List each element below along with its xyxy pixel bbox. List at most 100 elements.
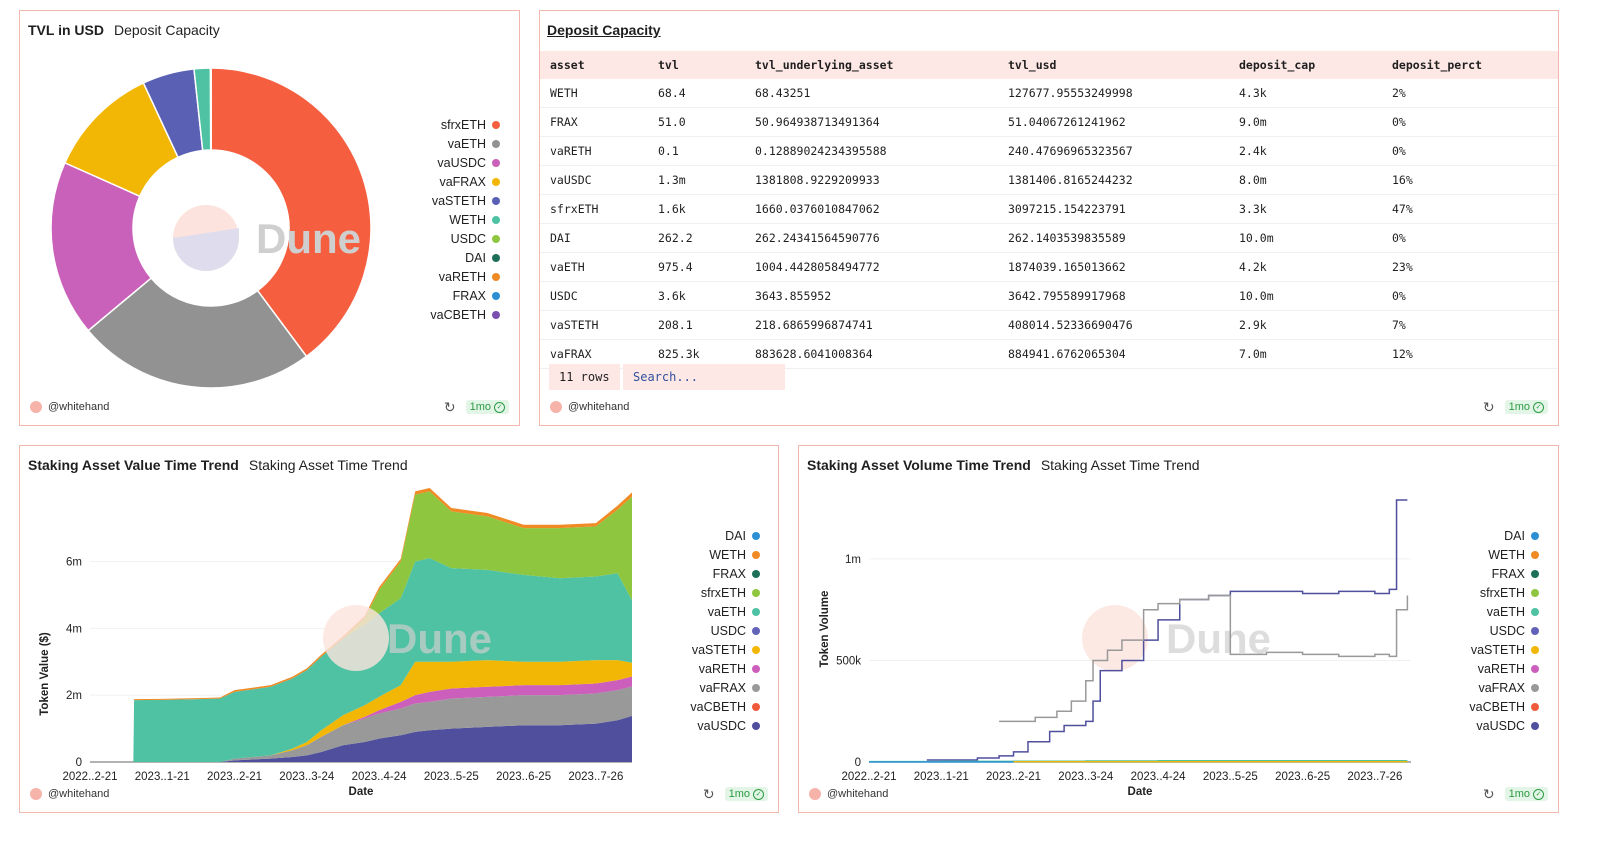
cell-deposit-cap: 7.0m <box>1229 339 1382 369</box>
legend-label: sfrxETH <box>700 585 746 600</box>
volume-footer-user[interactable]: @whitehand <box>809 788 888 800</box>
volume-trend-card: Staking Asset Volume Time Trend Staking A… <box>798 445 1559 813</box>
refresh-icon[interactable]: ↻ <box>1482 399 1495 415</box>
legend-item-vafrax[interactable]: vaFRAX <box>1439 678 1539 697</box>
line-vausdc[interactable] <box>926 499 1408 761</box>
deposit-footer-user[interactable]: @whitehand <box>550 401 629 413</box>
legend-label: WETH <box>1488 547 1525 562</box>
y-tick-label: 0 <box>855 757 861 769</box>
legend-item-vasteth[interactable]: vaSTETH <box>380 191 500 210</box>
legend-swatch <box>752 683 760 692</box>
legend-item-sfrxeth[interactable]: sfrxETH <box>380 115 500 134</box>
pie-slice-vaeth[interactable] <box>87 276 308 389</box>
table-row[interactable]: sfrxETH 1.6k 1660.0376010847062 3097215.154… <box>540 194 1558 224</box>
col-deposit-perct[interactable]: deposit_perct <box>1382 51 1558 79</box>
legend-item-vausdc[interactable]: vaUSDC <box>380 153 500 172</box>
col-deposit-cap[interactable]: deposit_cap <box>1229 51 1382 79</box>
legend-item-vasteth[interactable]: vaSTETH <box>1439 640 1539 659</box>
x-tick-label: 2023..4-24 <box>352 771 408 783</box>
legend-item-vaeth[interactable]: vaETH <box>380 134 500 153</box>
legend-swatch <box>492 196 500 205</box>
legend-item-vareth[interactable]: vaRETH <box>660 659 760 678</box>
cell-tvl-underlying-asset: 218.6865996874741 <box>745 310 998 340</box>
legend-item-vacbeth[interactable]: vaCBETH <box>660 697 760 716</box>
table-row[interactable]: vaUSDC 1.3m 1381808.9229209933 1381406.8165… <box>540 165 1558 195</box>
legend-item-vacbeth[interactable]: vaCBETH <box>380 305 500 324</box>
legend-item-frax[interactable]: FRAX <box>660 564 760 583</box>
legend-item-frax[interactable]: FRAX <box>1439 564 1539 583</box>
legend-item-vareth[interactable]: vaRETH <box>1439 659 1539 678</box>
legend-item-weth[interactable]: WETH <box>1439 545 1539 564</box>
legend-item-usdc[interactable]: USDC <box>660 621 760 640</box>
age-badge: 1mo ✓ <box>465 400 509 414</box>
pie-slice-vausdc[interactable] <box>50 161 153 332</box>
legend-swatch <box>752 531 760 540</box>
legend-swatch <box>1531 588 1539 597</box>
table-search-input[interactable]: Search... <box>623 364 785 390</box>
line-vafrax[interactable] <box>999 594 1409 723</box>
legend-item-dai[interactable]: DAI <box>660 526 760 545</box>
table-row[interactable]: vaETH 975.4 1004.4428058494772 1874039.1650… <box>540 252 1558 282</box>
tvl-footer-user[interactable]: @whitehand <box>30 401 109 413</box>
username: @whitehand <box>48 401 110 413</box>
deposit-title[interactable]: Deposit Capacity <box>547 22 661 38</box>
legend-item-sfrxeth[interactable]: sfrxETH <box>1439 583 1539 602</box>
watermark-logo <box>1082 605 1148 671</box>
table-row[interactable]: FRAX 51.0 50.964938713491364 51.04067261241… <box>540 107 1558 137</box>
volume-xlabel: Date <box>1128 786 1153 798</box>
cell-tvl-usd: 884941.6762065304 <box>998 339 1229 369</box>
legend-item-dai[interactable]: DAI <box>1439 526 1539 545</box>
cell-deposit-cap: 2.4k <box>1229 136 1382 166</box>
legend-item-vasteth[interactable]: vaSTETH <box>660 640 760 659</box>
legend-label: FRAX <box>1491 566 1525 581</box>
value-footer-user[interactable]: @whitehand <box>30 788 109 800</box>
legend-item-dai[interactable]: DAI <box>380 248 500 267</box>
legend-item-weth[interactable]: WETH <box>380 210 500 229</box>
refresh-icon[interactable]: ↻ <box>443 399 456 415</box>
cell-deposit-cap: 4.2k <box>1229 252 1382 282</box>
legend-label: sfrxETH <box>440 117 486 132</box>
col-asset[interactable]: asset <box>540 51 648 79</box>
area-vafrax[interactable] <box>90 686 632 762</box>
legend-item-vacbeth[interactable]: vaCBETH <box>1439 697 1539 716</box>
legend-item-sfrxeth[interactable]: sfrxETH <box>660 583 760 602</box>
area-vareth[interactable] <box>90 676 632 762</box>
legend-item-vafrax[interactable]: vaFRAX <box>380 172 500 191</box>
legend-item-vareth[interactable]: vaRETH <box>380 267 500 286</box>
deposit-card-title[interactable]: Deposit Capacity <box>547 22 671 38</box>
cell-asset: vaSTETH <box>540 310 648 340</box>
legend-label: WETH <box>449 212 486 227</box>
legend-item-usdc[interactable]: USDC <box>1439 621 1539 640</box>
legend-label: USDC <box>1489 623 1525 638</box>
legend-item-vausdc[interactable]: vaUSDC <box>1439 716 1539 735</box>
table-row[interactable]: WETH 68.4 68.43251 127677.95553249998 4.3k 2% <box>540 79 1558 108</box>
col-tvl-underlying[interactable]: tvl_underlying_asset <box>745 51 998 79</box>
refresh-icon[interactable]: ↻ <box>1482 786 1495 802</box>
area-vausdc[interactable] <box>90 715 632 762</box>
y-tick-label: 4m <box>66 623 82 635</box>
legend-item-vaeth[interactable]: vaETH <box>660 602 760 621</box>
legend-item-vafrax[interactable]: vaFRAX <box>660 678 760 697</box>
legend-swatch <box>752 607 760 616</box>
table-row[interactable]: DAI 262.2 262.24341564590776 262.1403539835… <box>540 223 1558 253</box>
table-row[interactable]: vaRETH 0.1 0.12889024234395588 240.47696965… <box>540 136 1558 166</box>
legend-item-frax[interactable]: FRAX <box>380 286 500 305</box>
cell-asset: USDC <box>540 281 648 311</box>
legend-swatch <box>492 177 500 186</box>
col-tvl-usd[interactable]: tvl_usd <box>998 51 1229 79</box>
table-row[interactable]: USDC 3.6k 3643.855952 3642.795589917968 10.0… <box>540 281 1558 311</box>
area-vasteth[interactable] <box>90 660 632 762</box>
legend-item-vausdc[interactable]: vaUSDC <box>660 716 760 735</box>
legend-swatch <box>492 158 500 167</box>
pie-slice-sfrxeth[interactable] <box>210 67 372 358</box>
col-tvl[interactable]: tvl <box>648 51 745 79</box>
table-row[interactable]: vaSTETH 208.1 218.6865996874741 408014.5233… <box>540 310 1558 340</box>
volume-legend: DAI WETH FRAX sfrxETH vaETH USDC vaSTETH vaRETH… <box>1439 526 1539 735</box>
cell-deposit-perct: 0% <box>1382 223 1558 253</box>
legend-item-usdc[interactable]: USDC <box>380 229 500 248</box>
legend-item-weth[interactable]: WETH <box>660 545 760 564</box>
refresh-icon[interactable]: ↻ <box>702 786 715 802</box>
cell-asset: sfrxETH <box>540 194 648 224</box>
tvl-footer-status: ↻ 1mo ✓ <box>444 400 509 414</box>
legend-item-vaeth[interactable]: vaETH <box>1439 602 1539 621</box>
